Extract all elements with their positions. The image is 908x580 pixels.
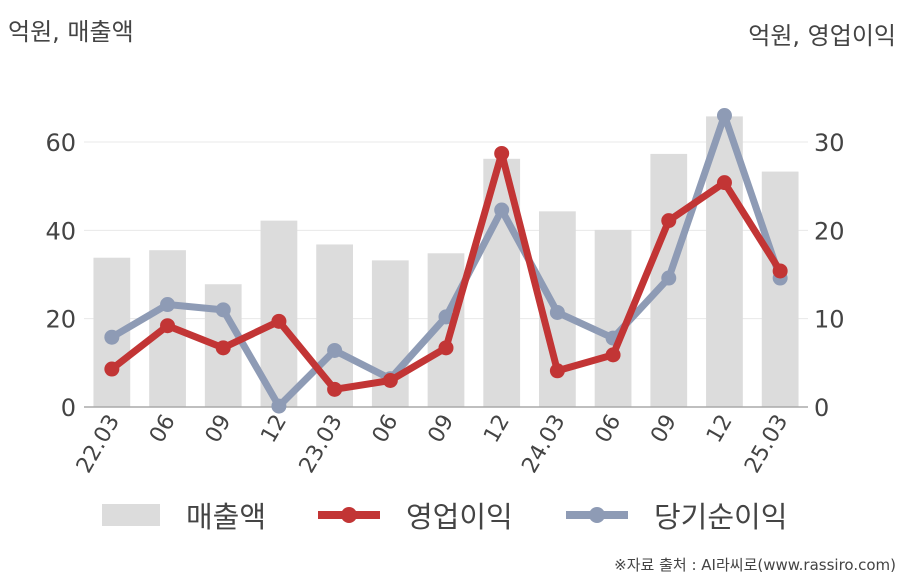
x-tick-label: 06	[368, 411, 404, 448]
point-operating-profit	[438, 340, 454, 356]
point-net-income	[494, 202, 510, 218]
point-operating-profit	[605, 347, 621, 363]
x-tick-label: 12	[479, 411, 515, 448]
legend-swatch-revenue	[102, 504, 160, 526]
bar-revenue	[761, 171, 799, 407]
bar-revenue	[260, 220, 298, 407]
left-axis-tick-label: 40	[45, 217, 76, 245]
x-tick-label: 09	[201, 411, 237, 448]
legend-swatch-net-income	[566, 504, 628, 526]
point-operating-profit	[661, 213, 677, 229]
point-net-income	[160, 297, 176, 313]
point-net-income	[716, 108, 732, 123]
left-axis-tick-label: 60	[45, 129, 76, 157]
legend-swatch-operating-profit	[318, 504, 380, 526]
right-axis-tick-label: 10	[814, 306, 845, 334]
point-operating-profit	[215, 340, 231, 356]
x-tick-label: 06	[145, 411, 181, 448]
legend-item-operating-profit: 영업이익	[318, 490, 513, 540]
point-net-income	[215, 302, 231, 318]
legend: 매출액 영업이익 당기순이익	[0, 490, 908, 540]
legend-label-operating-profit: 영업이익	[406, 500, 513, 534]
point-net-income	[549, 304, 565, 320]
left-axis-tick-label: 0	[61, 394, 76, 422]
point-net-income	[104, 329, 120, 345]
bar-revenue	[706, 116, 743, 407]
point-operating-profit	[382, 373, 398, 388]
point-net-income	[271, 398, 287, 414]
point-operating-profit	[104, 361, 120, 377]
right-axis-tick-label: 20	[814, 217, 845, 245]
bar-revenue	[316, 244, 353, 407]
left-axis-tick-label: 20	[45, 306, 76, 334]
legend-item-revenue: 매출액	[102, 490, 266, 540]
right-axis-unit-label: 억원, 영업이익	[748, 22, 896, 50]
point-net-income	[327, 342, 343, 358]
point-net-income	[438, 309, 454, 325]
legend-label-revenue: 매출액	[186, 500, 267, 534]
x-tick-label: 09	[646, 411, 682, 448]
legend-item-net-income: 당기순이익	[566, 490, 787, 540]
x-tick-label: 09	[424, 411, 460, 448]
point-operating-profit	[772, 263, 788, 279]
x-tick-label: 12	[702, 411, 738, 448]
right-axis-tick-label: 30	[814, 129, 845, 157]
legend-label-net-income: 당기순이익	[654, 500, 788, 534]
x-tick-label: 22.03	[72, 411, 125, 478]
x-tick-label: 12	[256, 411, 292, 448]
x-tick-label: 24.03	[517, 411, 570, 478]
right-axis-tick-label: 0	[814, 394, 829, 422]
point-operating-profit	[327, 381, 343, 397]
x-tick-label: 23.03	[295, 411, 348, 478]
point-operating-profit	[716, 175, 732, 191]
point-operating-profit	[494, 145, 510, 161]
source-note: ※자료 출처 : AI라씨로(www.rassiro.com)	[614, 556, 896, 574]
point-operating-profit	[271, 313, 287, 329]
left-axis-unit-label: 억원, 매출액	[8, 18, 134, 46]
point-operating-profit	[549, 363, 565, 379]
x-tick-label: 25.03	[740, 411, 793, 478]
point-net-income	[661, 270, 677, 286]
x-tick-label: 06	[591, 411, 627, 448]
point-operating-profit	[160, 318, 176, 334]
